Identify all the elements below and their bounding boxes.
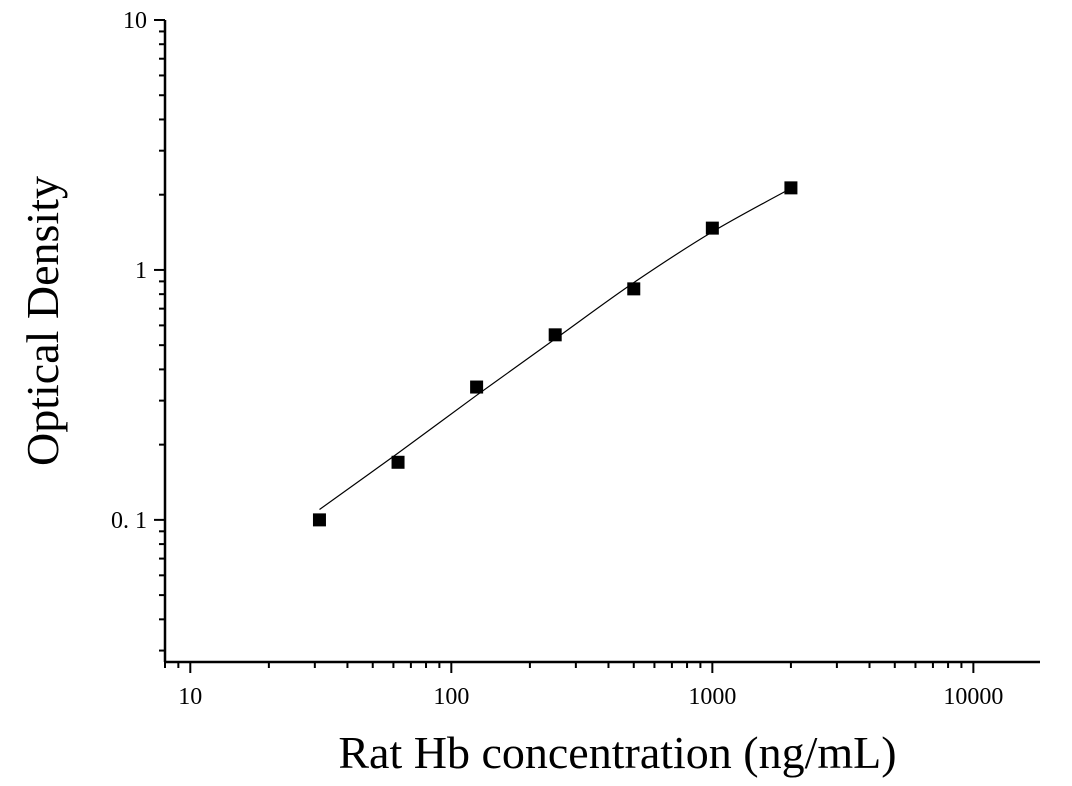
- x-tick-label: 100: [433, 684, 469, 710]
- x-axis-title: Rat Hb concentration (ng/mL): [338, 727, 896, 778]
- data-point: [548, 328, 562, 342]
- tick-labels: 10 100 1000 10000 0. 1 1 10: [111, 8, 1003, 710]
- data-point: [312, 513, 326, 527]
- data-point: [784, 181, 798, 195]
- ticks: [154, 19, 975, 673]
- y-tick-label: 0. 1: [111, 508, 147, 534]
- data-point: [391, 455, 405, 469]
- fit-curve: [319, 187, 792, 510]
- x-tick-label: 10000: [943, 684, 1003, 710]
- y-axis-title: Optical Density: [17, 176, 68, 466]
- data-points: [312, 181, 798, 527]
- y-tick-label: 1: [135, 258, 147, 284]
- axes: [163, 20, 1040, 664]
- data-point: [627, 282, 641, 296]
- x-tick-label: 1000: [688, 684, 736, 710]
- data-point: [470, 380, 484, 394]
- data-point: [705, 221, 719, 235]
- y-tick-label: 10: [123, 8, 147, 34]
- x-tick-label: 10: [178, 684, 202, 710]
